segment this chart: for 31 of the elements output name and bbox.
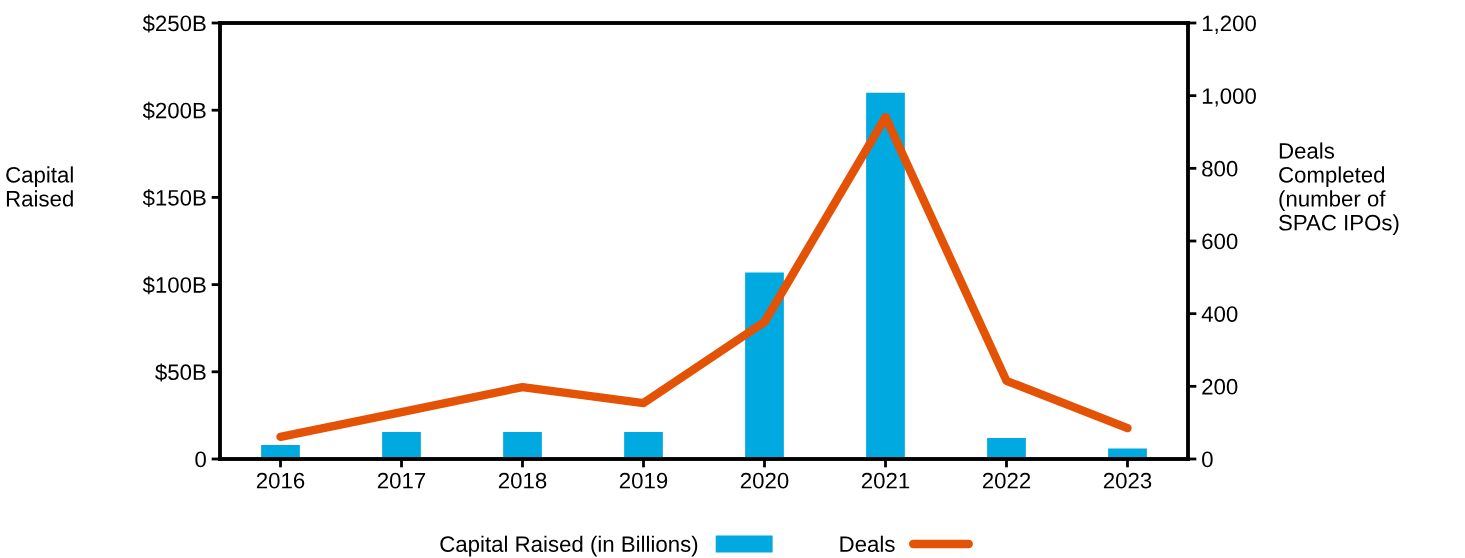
x-tick-label: 2017 xyxy=(377,472,426,489)
bar xyxy=(624,431,663,459)
y-tick-label: $150B xyxy=(142,189,206,207)
bar xyxy=(987,438,1026,459)
bar xyxy=(866,92,905,459)
y-tick-label: 0 xyxy=(195,451,206,468)
y2-tick-label: 400 xyxy=(1201,306,1238,322)
y2-axis-title: Deals Completed (number of SPAC IPOs) xyxy=(1279,142,1399,235)
x-tick-label: 2019 xyxy=(619,472,668,489)
x-tick-label: 2022 xyxy=(982,472,1031,489)
y2-tick-label: 1,200 xyxy=(1202,15,1256,34)
bar xyxy=(745,272,784,459)
y-tick-label: $250B xyxy=(142,14,206,33)
x-tick-label: 2020 xyxy=(740,472,789,489)
y2-tick-label: 600 xyxy=(1202,233,1238,250)
legend-label: Deals xyxy=(840,535,895,552)
x-tick-label: 2021 xyxy=(861,472,910,489)
y2-tick-label: 200 xyxy=(1202,378,1238,395)
x-tick-label: 2018 xyxy=(498,472,547,489)
y-tick-label: $200B xyxy=(142,101,206,120)
y2-tick-label: 800 xyxy=(1202,160,1238,177)
y-axis-title: Capital Raised xyxy=(6,166,73,207)
x-tick-label: 2023 xyxy=(1103,472,1152,489)
y-tick-label: $100B xyxy=(142,276,206,295)
x-tick-label: 2016 xyxy=(256,472,305,489)
y2-tick-label: 0 xyxy=(1202,451,1213,468)
y-tick-label: $50B xyxy=(155,363,206,382)
legend-label: Capital Raised (in Billions) xyxy=(440,535,698,557)
bar xyxy=(503,431,542,459)
bar xyxy=(382,431,421,459)
y2-tick-label: 1,000 xyxy=(1202,88,1256,107)
